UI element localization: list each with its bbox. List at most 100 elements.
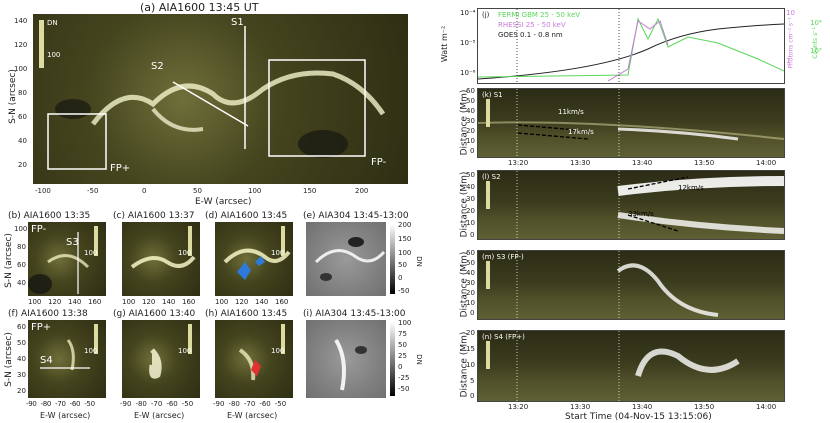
slit-s1-label: S1 — [231, 17, 244, 28]
m-ytick: 10 — [466, 299, 475, 307]
panel-a-title: (a) AIA1600 13:45 UT — [140, 1, 259, 14]
f-ytick: 50 — [17, 339, 26, 347]
f-xticks: -90 -80 -70 -60 -50 — [26, 400, 95, 408]
d-xtick: 100 — [215, 298, 229, 306]
a-ytick: 140 — [14, 17, 28, 25]
panel-a-image: S1 S2 FP+ FP- DN 100 — [33, 14, 408, 184]
panel-g-cbar-tick: 100 — [178, 347, 192, 355]
n-xtick: 13:40 — [632, 403, 653, 411]
k-xtick: 13:30 — [570, 159, 591, 167]
c-xtick: 100 — [122, 298, 136, 306]
panel-a-ylabel: S-N (arcsec) — [7, 69, 18, 124]
c-xtick: 120 — [142, 298, 156, 306]
e-cbar-tick: 150 — [398, 235, 412, 243]
fp-minus-label: FP- — [371, 157, 387, 168]
n-xtick: 13:30 — [570, 403, 591, 411]
speed-k2: 17km/s — [568, 128, 594, 136]
panel-f-title: (f) AIA1600 13:38 — [8, 309, 88, 319]
legend-goes: GOES 0.1 - 0.8 nm — [498, 31, 563, 39]
n-ytick: 20 — [466, 329, 475, 337]
panel-b-title: (b) AIA1600 13:35 — [8, 211, 91, 221]
i-cbar-tick: 0 — [398, 363, 403, 371]
a-xtick: 50 — [193, 187, 202, 195]
panel-g-image: 100 — [122, 320, 200, 398]
l-ytick: 50 — [466, 171, 475, 179]
i-cbar-tick: 75 — [398, 330, 407, 338]
k-ytick: 0 — [470, 147, 475, 155]
speed-k1: 11km/s — [558, 108, 584, 116]
l-ytick: 10 — [466, 219, 475, 227]
panel-h-image: 100 — [215, 320, 293, 398]
c-xtick: 160 — [182, 298, 196, 306]
slit-s2 — [172, 81, 249, 127]
n-ytick: 0 — [470, 392, 475, 400]
j-ytick-left: 10⁻⁴ — [460, 9, 476, 17]
panel-e-colorbar — [390, 224, 395, 294]
m-ytick: 20 — [466, 289, 475, 297]
k-xtick: 13:20 — [508, 159, 529, 167]
k-xtick: 13:40 — [632, 159, 653, 167]
panel-c-image: 100 — [122, 222, 200, 296]
panel-i-title: (i) AIA304 13:45-13:00 — [303, 309, 406, 319]
f-ytick: 30 — [17, 371, 26, 379]
a-xtick: 200 — [355, 187, 369, 195]
panel-h-cbar-tick: 100 — [271, 347, 285, 355]
panel-f-xlabel: E-W (arcsec) — [40, 411, 91, 420]
fp-minus-box — [268, 59, 366, 157]
i-cbar-tick: -50 — [398, 385, 410, 393]
e-cbar-tick: 0 — [398, 274, 403, 282]
i-cbar-unit: DN — [414, 354, 423, 365]
e-cbar-tick: 100 — [398, 249, 412, 257]
panel-f-fp-label: FP+ — [31, 322, 52, 333]
panel-d-cbar-tick: 100 — [271, 249, 285, 257]
d-xtick: 140 — [255, 298, 269, 306]
panel-b-ylabel: S-N (arcsec) — [3, 233, 14, 288]
b-xtick: 140 — [68, 298, 82, 306]
slit-s4-label: S4 — [40, 355, 53, 366]
j-ytick-r2: 10³ — [810, 47, 822, 55]
k-ytick: 30 — [466, 117, 475, 125]
j-ytick-left: 10⁻⁵ — [460, 39, 476, 47]
b-xtick: 100 — [28, 298, 42, 306]
b-ytick: 60 — [17, 261, 26, 269]
j-ytick-r2: 10⁴ — [810, 19, 822, 27]
e-cbar-tick: 50 — [398, 261, 407, 269]
m-ytick: 0 — [470, 309, 475, 317]
a-xtick: 150 — [303, 187, 317, 195]
k-xtick: 14:00 — [756, 159, 777, 167]
slit-s3-label: S3 — [66, 237, 79, 248]
l-ytick: 0 — [470, 231, 475, 239]
panel-b-image: FP- S3 100 — [28, 222, 106, 296]
n-xtick: 13:20 — [508, 403, 529, 411]
l-ytick: 30 — [466, 195, 475, 203]
panel-a-cbar-unit: DN — [47, 19, 58, 27]
slit-s2-label: S2 — [151, 61, 164, 72]
panel-j-ylabel-r1: Photons cm⁻² s⁻¹ — [787, 17, 795, 69]
f-ytick: 60 — [17, 323, 26, 331]
panel-l-ylabel: Distance (Mm) — [459, 171, 470, 238]
n-ytick: 15 — [466, 345, 475, 353]
h-xticks: -90 -80 -70 -60 -50 — [213, 400, 287, 408]
i-cbar-tick: -25 — [398, 374, 410, 382]
panel-b-cbar-tick: 100 — [84, 249, 98, 257]
a-ytick: 100 — [14, 65, 28, 73]
n-ytick: 5 — [470, 377, 475, 385]
f-ytick: 40 — [17, 355, 26, 363]
panel-n-image: (n) S4 (FP+) — [477, 330, 785, 402]
m-ytick: 50 — [466, 259, 475, 267]
speed-l1: 12km/s — [678, 184, 704, 192]
panel-m-image: (m) S3 (FP-) — [477, 250, 785, 320]
k-ytick: 20 — [466, 127, 475, 135]
e-cbar-unit: DN — [414, 256, 423, 267]
a-ytick: 120 — [14, 41, 28, 49]
speed-l2: 33km/s — [628, 210, 654, 218]
k-ytick: 50 — [466, 97, 475, 105]
right-xlabel: Start Time (04-Nov-15 13:15:06) — [565, 412, 712, 422]
l-ytick: 20 — [466, 207, 475, 215]
panel-i-colorbar — [390, 322, 395, 396]
panel-n-label: (n) S4 (FP+) — [482, 333, 525, 341]
panel-h-xlabel: E-W (arcsec) — [227, 411, 278, 420]
e-cbar-tick: 200 — [398, 221, 412, 229]
b-ytick: 40 — [17, 279, 26, 287]
panel-d-image: 100 — [215, 222, 293, 296]
